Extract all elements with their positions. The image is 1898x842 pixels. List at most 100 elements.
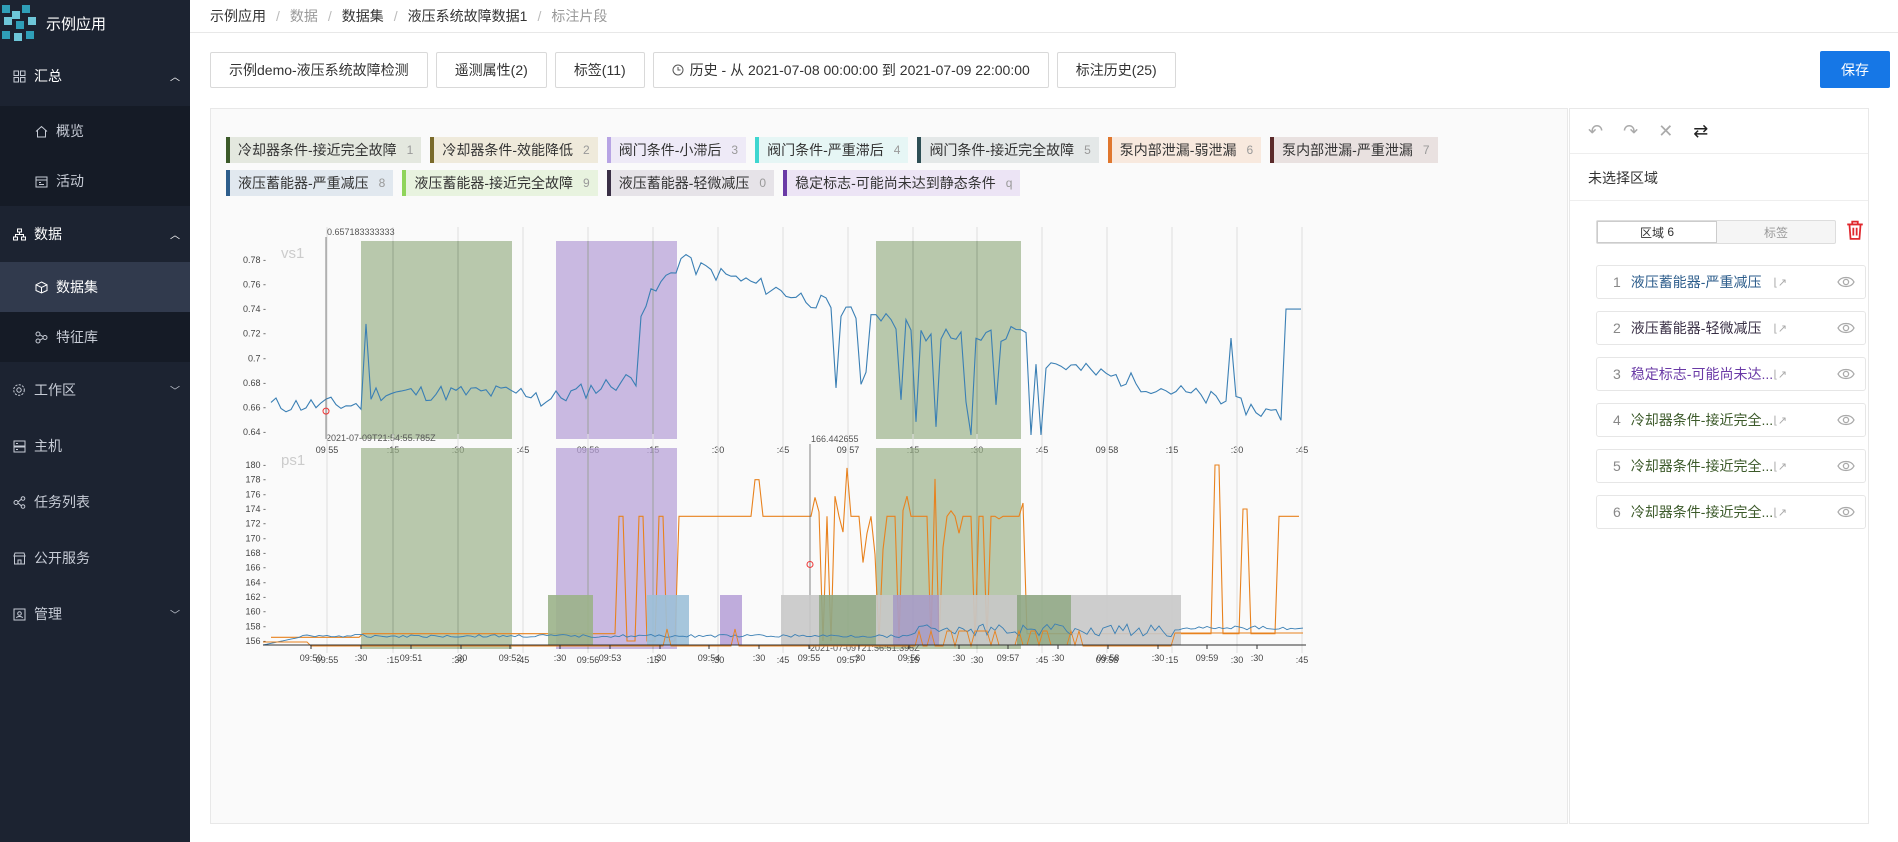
chart-icon[interactable]: ⌊↗: [1773, 460, 1787, 473]
chart-icon[interactable]: ⌊↗: [1773, 506, 1787, 519]
x-tick-label: 09:55: [316, 445, 339, 455]
delete-icon[interactable]: [1846, 220, 1864, 240]
x-tick-label: :15: [647, 655, 660, 665]
breadcrumb-item[interactable]: 液压系统故障数据1: [407, 8, 528, 24]
history-range-button[interactable]: 历史 - 从 2021-07-08 00:00:00 到 2021-07-09 …: [652, 52, 1049, 88]
sidebar-item-label: 特征库: [56, 329, 98, 345]
chart-icon[interactable]: ⌊↗: [1773, 368, 1787, 381]
sidebar-item-data[interactable]: 数据 ︿: [0, 206, 190, 262]
toolbar: 示例demo-液压系统故障检测 遥测属性(2) 标签(11) 历史 - 从 20…: [210, 52, 1176, 88]
y-tick-label: 174 -: [245, 504, 266, 514]
undo-icon[interactable]: ↶: [1588, 120, 1604, 141]
chart-icon[interactable]: ⌊↗: [1773, 322, 1787, 335]
app-logo[interactable]: 示例应用: [0, 0, 190, 46]
chart-icon[interactable]: ⌊↗: [1773, 414, 1787, 427]
x-tick-label: :45: [1036, 445, 1049, 455]
label-tag-hotkey: 6: [1246, 143, 1254, 157]
region-index: 4: [1613, 412, 1621, 428]
region-label-switch: 区域 6 标签: [1596, 220, 1836, 244]
label-tag[interactable]: 冷却器条件-效能降低 2: [430, 137, 598, 163]
label-tag[interactable]: 液压蓄能器-轻微减压 0: [606, 170, 775, 196]
sidebar-item-admin[interactable]: 管理 ﹀: [0, 586, 190, 642]
label-tag[interactable]: 泵内部泄漏-弱泄漏 6: [1107, 137, 1262, 163]
y-tick-label: 178 -: [245, 475, 266, 485]
label-tag-hotkey: 1: [406, 143, 414, 157]
x-tick-label: :15: [907, 445, 920, 455]
y-tick-label: 156 -: [245, 636, 266, 646]
label-region-band: [556, 448, 677, 649]
labels-button[interactable]: 标签(11): [554, 52, 645, 88]
dataset-button[interactable]: 示例demo-液压系统故障检测: [210, 52, 428, 88]
sidebar-item-workspace[interactable]: 工作区 ﹀: [0, 362, 190, 418]
sidebar-item-host[interactable]: 主机: [0, 418, 190, 474]
region-item[interactable]: 4 冷却器条件-接近完全... ⌊↗: [1596, 403, 1866, 437]
sidebar-item-activity[interactable]: 活动: [0, 156, 190, 206]
region-item[interactable]: 3 稳定标志-可能尚未达... ⌊↗: [1596, 357, 1866, 391]
overview-tick-label: :30: [953, 653, 966, 663]
eye-icon[interactable]: [1837, 505, 1855, 519]
timeseries-charts[interactable]: 0.78 - 0.76 - 0.74 - 0.72 - 0.7 - 0.68 - 0.66 …: [211, 109, 1569, 825]
close-icon[interactable]: ✕: [1658, 120, 1674, 141]
chart-icon[interactable]: ⌊↗: [1773, 276, 1787, 289]
tab-region-count: 6: [1667, 225, 1675, 239]
sidebar-item-overview[interactable]: 概览: [0, 106, 190, 156]
eye-icon[interactable]: [1837, 459, 1855, 473]
swap-icon[interactable]: ⇄: [1693, 120, 1709, 141]
app-name: 示例应用: [46, 15, 107, 33]
label-tag-text: 液压蓄能器-严重减压: [238, 175, 369, 191]
label-tag-hotkey: 0: [759, 176, 767, 190]
x-tick-label: 09:56: [577, 655, 600, 665]
label-tag[interactable]: 泵内部泄漏-严重泄漏 7: [1270, 137, 1438, 163]
sidebar-item-tasks[interactable]: 任务列表: [0, 474, 190, 530]
eye-icon[interactable]: [1837, 413, 1855, 427]
x-tick-label: :45: [1296, 445, 1309, 455]
region-label: 稳定标志-可能尚未达...: [1630, 366, 1774, 382]
overview-region-band: [1017, 595, 1071, 645]
chevron-down-icon: ﹀: [170, 386, 180, 398]
save-button[interactable]: 保存: [1820, 51, 1890, 88]
breadcrumb-current: 标注片段: [551, 8, 608, 24]
sidebar-item-public-services[interactable]: 公开服务: [0, 530, 190, 586]
tab-label[interactable]: 标签: [1763, 225, 1788, 240]
main-content: 示例应用 / 数据 / 数据集 / 液压系统故障数据1 / 标注片段 示例dem…: [190, 0, 1898, 842]
overview-tick-label: 09:52: [499, 653, 522, 663]
label-region-band: [556, 241, 677, 439]
overview-region-band: [720, 595, 742, 645]
label-tag-text: 泵内部泄漏-弱泄漏: [1119, 142, 1237, 158]
telemetry-button[interactable]: 遥测属性(2): [435, 52, 547, 88]
label-tag[interactable]: 阀门条件-小滞后 3: [606, 137, 747, 163]
tab-region[interactable]: 区域 6: [1597, 221, 1717, 243]
label-tag[interactable]: 稳定标志-可能尚未达到静态条件 q: [783, 170, 1021, 196]
eye-icon[interactable]: [1837, 275, 1855, 289]
x-tick-label: :15: [647, 445, 660, 455]
sidebar-item-feature-store[interactable]: 特征库: [0, 312, 190, 362]
x-tick-label: :30: [971, 655, 984, 665]
region-item[interactable]: 6 冷却器条件-接近完全... ⌊↗: [1596, 495, 1866, 529]
sidebar-item-dataset[interactable]: 数据集: [0, 262, 190, 312]
breadcrumb-item[interactable]: 数据集: [341, 8, 384, 24]
label-tag[interactable]: 阀门条件-严重滞后 4: [755, 137, 909, 163]
label-tag[interactable]: 阀门条件-接近完全故障 5: [917, 137, 1099, 163]
breadcrumb-item[interactable]: 示例应用: [210, 8, 266, 24]
label-tag[interactable]: 冷却器条件-接近完全故障 1: [226, 137, 422, 163]
eye-icon[interactable]: [1837, 367, 1855, 381]
region-item[interactable]: 1 液压蓄能器-严重减压 ⌊↗: [1596, 265, 1866, 299]
y-tick-label: 0.78 -: [243, 255, 266, 265]
label-tag[interactable]: 液压蓄能器-接近完全故障 9: [402, 170, 598, 196]
overview-region-band: [893, 595, 939, 645]
eye-icon[interactable]: [1837, 321, 1855, 335]
breadcrumb-item[interactable]: 数据: [289, 8, 318, 24]
region-item[interactable]: 5 冷却器条件-接近完全... ⌊↗: [1596, 449, 1866, 483]
region-item[interactable]: 2 液压蓄能器-轻微减压 ⌊↗: [1596, 311, 1866, 345]
series-name: ps1: [281, 452, 305, 469]
feature-icon: [34, 330, 48, 344]
sidebar-item-summary[interactable]: 汇总 ︿: [0, 46, 190, 106]
label-history-button[interactable]: 标注历史(25): [1056, 52, 1176, 88]
label-tag-text: 稳定标志-可能尚未达到静态条件: [795, 175, 996, 191]
sidebar-item-label: 数据集: [56, 279, 98, 295]
y-tick-label: 172 -: [245, 519, 266, 529]
overview-tick-label: :30: [355, 653, 368, 663]
redo-icon[interactable]: ↷: [1623, 120, 1639, 141]
x-tick-label: 09:55: [316, 655, 339, 665]
label-tag[interactable]: 液压蓄能器-严重减压 8: [226, 170, 394, 196]
